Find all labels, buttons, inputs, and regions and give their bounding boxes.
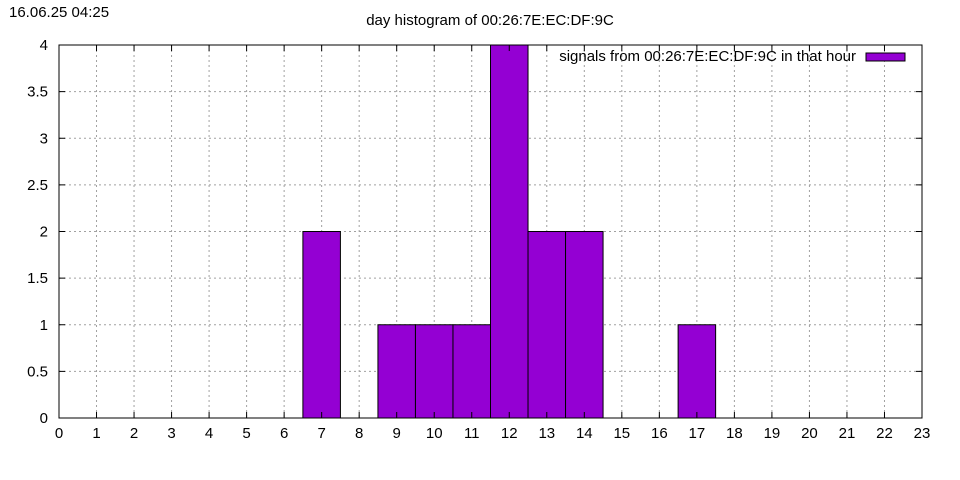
x-tick-label: 19 [764,425,781,442]
x-tick-label: 7 [317,425,325,442]
x-tick-label: 13 [538,425,555,442]
y-tick-label: 3.5 [27,84,48,101]
x-tick-label: 11 [464,425,480,442]
legend: signals from 00:26:7E:EC:DF:9C in that h… [559,48,906,65]
x-tick-label: 14 [576,425,593,442]
y-tick-label: 0.5 [27,363,48,380]
y-tick-label: 0 [40,410,48,427]
y-tick-label: 2 [40,224,48,241]
x-tick-label: 6 [280,425,288,442]
x-tick-label: 21 [839,425,856,442]
timestamp: 16.06.25 04:25 [9,4,110,21]
bar-hour-9 [377,324,416,419]
x-tick-label: 16 [651,425,668,442]
x-tick-label: 22 [876,425,893,442]
x-tick-label: 10 [426,425,443,442]
x-tick-label: 1 [92,425,100,442]
x-tick-label: 23 [914,425,931,442]
y-tick-label: 2.5 [27,177,48,194]
bar-hour-14 [565,231,604,419]
x-tick-label: 5 [242,425,250,442]
legend-label: signals from 00:26:7E:EC:DF:9C in that h… [559,48,856,65]
bar-hour-10 [414,324,454,419]
x-tick-labels: 0 1 2 3 4 5 6 7 8 9 10 11 12 13 14 15 16 17 18 19 20 21 22 23 [55,425,931,442]
x-tick-label: 4 [205,425,213,442]
tick-marks [58,44,923,419]
x-tick-label: 9 [393,425,401,442]
x-tick-label: 8 [355,425,363,442]
x-tick-label: 20 [801,425,818,442]
bar-hour-7 [302,231,341,419]
y-tick-labels: 0 0.5 1 1.5 2 2.5 3 3.5 4 [27,37,48,427]
x-tick-label: 12 [501,425,518,442]
legend-swatch [865,52,906,62]
x-tick-label: 15 [613,425,630,442]
y-tick-label: 1 [40,317,48,334]
chart-title: day histogram of 00:26:7E:EC:DF:9C [366,12,614,29]
bar-hour-12 [490,44,529,419]
x-tick-label: 2 [130,425,138,442]
y-tick-label: 3 [40,130,48,147]
x-tick-label: 17 [689,425,706,442]
bars [302,44,717,419]
y-tick-label: 4 [40,37,48,54]
x-tick-label: 3 [167,425,175,442]
y-tick-label: 1.5 [27,270,48,287]
bar-hour-17 [677,324,717,419]
x-tick-label: 0 [55,425,63,442]
bar-hour-11 [452,324,492,419]
x-tick-label: 18 [726,425,743,442]
bar-hour-13 [527,231,567,419]
